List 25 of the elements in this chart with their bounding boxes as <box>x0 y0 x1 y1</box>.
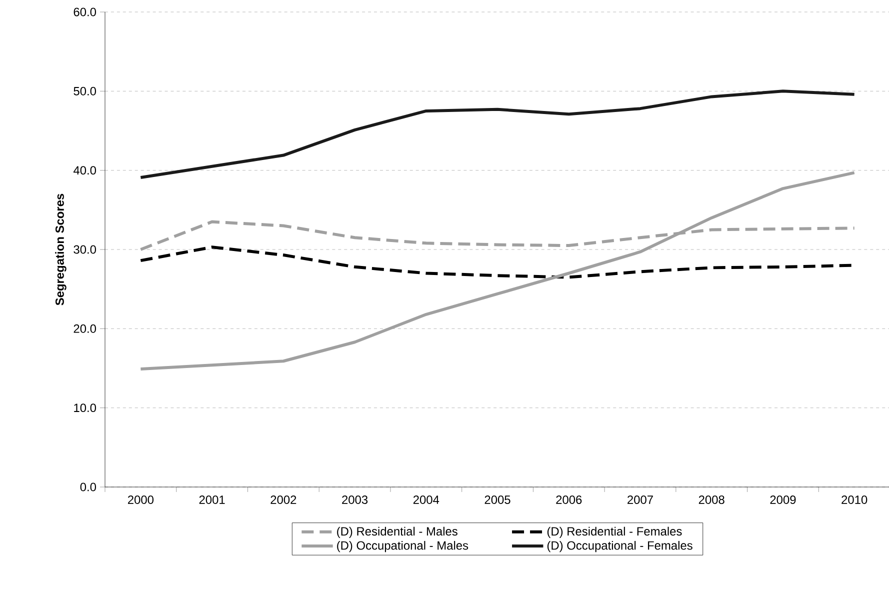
x-tick-label: 2005 <box>484 496 510 504</box>
y-tick-label: 60.0 <box>74 8 96 16</box>
x-tick-label: 2009 <box>770 496 796 504</box>
x-tick-label: 2001 <box>199 496 225 504</box>
x-tick-label: 2004 <box>413 496 440 504</box>
x-tick-label: 2006 <box>556 496 582 504</box>
y-tick-label: 10.0 <box>74 404 96 412</box>
legend-label: (D) Residential - Males <box>337 526 458 538</box>
legend-label: (D) Residential - Females <box>547 526 682 538</box>
y-tick-label: 30.0 <box>74 245 96 254</box>
x-tick-label: 2002 <box>270 496 296 504</box>
x-tick-label: 2007 <box>628 496 653 504</box>
legend-label: (D) Occupational - Females <box>547 540 692 552</box>
y-axis-title: Segregation Scores <box>55 194 66 306</box>
legend-label: (D) Occupational - Males <box>337 540 468 552</box>
x-tick-label: 2003 <box>342 496 368 504</box>
x-tick-label: 2000 <box>128 496 154 504</box>
x-tick-label: 2010 <box>842 496 868 504</box>
y-tick-label: 0.0 <box>80 482 96 492</box>
y-tick-label: 40.0 <box>73 166 96 175</box>
line-series <box>139 171 856 371</box>
y-tick-label: 20.0 <box>74 324 96 333</box>
x-tick-label: 2008 <box>698 496 724 504</box>
y-tick-label: 50.0 <box>74 86 96 96</box>
line-series <box>139 90 856 179</box>
